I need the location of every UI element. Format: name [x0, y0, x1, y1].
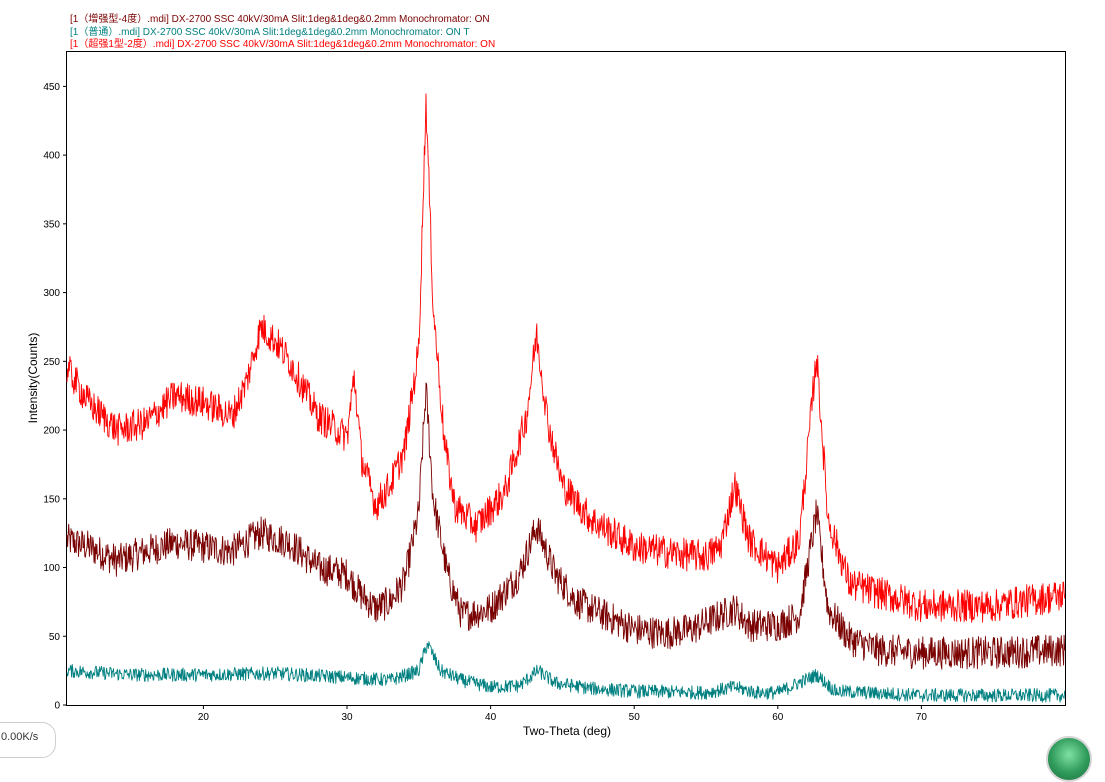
- legend-entry-enhanced: [1（增强型-4度）.mdi] DX-2700 SSC 40kV/30mA Sl…: [70, 14, 490, 25]
- y-tick-label-0: 0: [54, 701, 60, 712]
- plot-frame: [66, 51, 1066, 706]
- y-tick-label-3: 150: [43, 494, 60, 505]
- xrd-chart: 20 30 40 50 60 70050100150200250300350400450 …: [26, 51, 1066, 738]
- legend: [1（增强型-4度）.mdi] DX-2700 SSC 40kV/30mA Sl…: [70, 14, 495, 52]
- y-tick-label-9: 450: [43, 82, 60, 93]
- y-tick-label-2: 100: [43, 563, 60, 574]
- y-tick-label-4: 200: [43, 426, 60, 437]
- network-speed-badge: 0.00K/s: [0, 722, 56, 758]
- x-tick-label-0: 20: [198, 712, 210, 723]
- series-line-2: [66, 93, 1066, 623]
- series-layer: [66, 93, 1066, 703]
- floating-ball-icon[interactable]: [1046, 736, 1092, 782]
- x-tick-label-2: 40: [485, 712, 497, 723]
- x-axis-title: Two-Theta (deg): [523, 724, 611, 738]
- y-tick-label-8: 400: [43, 151, 60, 162]
- y-tick-label-7: 350: [43, 219, 60, 230]
- y-axis-title: Intensity(Counts): [26, 333, 40, 424]
- x-tick-label-3: 50: [629, 712, 641, 723]
- y-tick-label-5: 250: [43, 357, 60, 368]
- axis-layer: 20 30 40 50 60 70 0 50 100 150 200 250 300 350 400 450: [43, 82, 927, 723]
- legend-entry-normal: [1（普通）.mdi] DX-2700 SSC 40kV/30mA Slit:1…: [70, 26, 470, 38]
- x-tick-label-1: 30: [341, 712, 353, 723]
- series-line-0: [66, 382, 1066, 670]
- x-tick-label-4: 60: [772, 712, 784, 723]
- legend-entry-super: [1（超强1型-2度）.mdi] DX-2700 SSC 40kV/30mA S…: [70, 39, 496, 50]
- y-tick-label-1: 50: [49, 632, 61, 643]
- y-tick-label-6: 300: [43, 288, 60, 299]
- series-line-1: [66, 641, 1066, 703]
- x-tick-label-5: 70: [916, 712, 928, 723]
